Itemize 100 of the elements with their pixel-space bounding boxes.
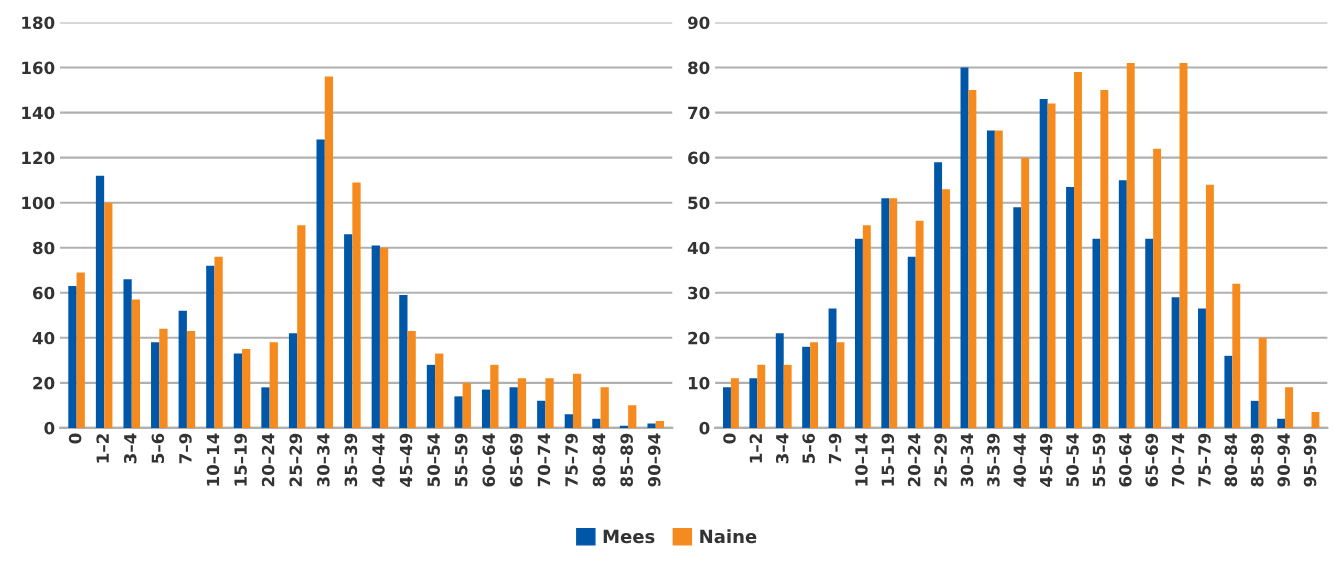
x-tick-label: 70–74 xyxy=(1171,433,1185,487)
y-tick-label: 20 xyxy=(33,376,55,390)
bar xyxy=(517,378,527,428)
bar xyxy=(481,389,491,428)
bar xyxy=(592,418,601,428)
bar xyxy=(986,130,995,428)
x-tick-label: 3–4 xyxy=(123,433,137,464)
bar xyxy=(490,364,499,428)
x-tick-label: 15–19 xyxy=(881,433,895,486)
legend-label: Mees xyxy=(603,529,655,544)
bar xyxy=(159,328,168,428)
x-tick-label: 3–4 xyxy=(775,433,789,464)
x-tick-label: 20–24 xyxy=(907,433,921,487)
bar xyxy=(214,256,223,428)
bar xyxy=(1047,103,1056,428)
bar xyxy=(1232,283,1241,428)
y-tick-label: 0 xyxy=(44,421,55,435)
y-tick-label: 0 xyxy=(699,421,710,435)
y-tick-label: 120 xyxy=(22,151,55,165)
bar xyxy=(836,342,845,428)
x-tick-label: 35–39 xyxy=(344,433,358,487)
bar xyxy=(352,182,361,428)
bar xyxy=(462,382,471,428)
x-tick-label: 5–6 xyxy=(802,433,815,463)
bar xyxy=(233,353,243,428)
bar xyxy=(545,378,554,428)
y-tick-label: 10 xyxy=(688,376,710,390)
x-tick-label: 40–44 xyxy=(372,433,385,487)
bar xyxy=(942,189,950,428)
x-tick-label: 55–59 xyxy=(454,433,468,487)
bar xyxy=(994,130,1003,428)
bar xyxy=(934,162,943,428)
y-tick-label: 50 xyxy=(688,196,710,210)
bar xyxy=(889,198,898,428)
bar xyxy=(269,342,278,428)
bar xyxy=(371,245,380,428)
bar xyxy=(435,353,444,428)
y-tick-label: 40 xyxy=(687,241,710,255)
bar xyxy=(1311,412,1320,428)
x-tick-label: 0 xyxy=(723,433,736,444)
x-tick-label: 25–29 xyxy=(289,433,303,487)
x-tick-label: 80–84 xyxy=(592,433,606,487)
bar xyxy=(1258,337,1267,428)
x-tick-label: 60–64 xyxy=(1119,433,1132,487)
bar xyxy=(1277,418,1286,428)
bar xyxy=(344,234,353,428)
x-tick-label: 30–34 xyxy=(960,433,974,487)
bar xyxy=(151,342,160,428)
bar xyxy=(95,175,105,428)
y-tick-label: 60 xyxy=(688,151,710,165)
x-tick-label: 35–39 xyxy=(987,433,1000,487)
y-tick-label: 70 xyxy=(688,106,710,120)
x-tick-label: 7–9 xyxy=(828,433,842,464)
legend-label: Naine xyxy=(700,529,757,544)
y-tick-label: 90 xyxy=(687,16,710,30)
bar xyxy=(454,396,463,428)
bar xyxy=(1118,180,1127,428)
y-tick-label: 80 xyxy=(32,241,55,255)
bar xyxy=(1224,355,1233,428)
x-tick-label: 50–54 xyxy=(1066,433,1079,487)
x-tick-label: 55–59 xyxy=(1092,433,1106,487)
bar xyxy=(324,76,334,428)
x-tick-label: 1–2 xyxy=(96,434,109,463)
x-tick-label: 5–6 xyxy=(151,433,165,463)
bar xyxy=(1013,207,1022,428)
bar xyxy=(757,364,766,428)
x-tick-label: 40–44 xyxy=(1013,433,1027,487)
bar xyxy=(1205,184,1214,428)
y-tick-label: 20 xyxy=(688,331,710,345)
bar xyxy=(968,90,977,428)
bar xyxy=(178,310,187,428)
bar xyxy=(426,364,436,428)
x-tick-label: 15–19 xyxy=(234,433,247,486)
x-tick-label: 10–14 xyxy=(206,433,220,486)
bar xyxy=(907,256,916,428)
y-tick-label: 80 xyxy=(688,61,710,75)
bar xyxy=(1285,387,1294,428)
bar xyxy=(783,364,792,428)
bar xyxy=(1066,186,1074,428)
bar xyxy=(647,423,656,428)
bar xyxy=(509,387,518,428)
x-tick-label: 90–94 xyxy=(1277,433,1290,487)
y-tick-label: 30 xyxy=(688,286,710,300)
bar xyxy=(775,333,784,428)
y-tick-label: 40 xyxy=(32,331,55,345)
bar xyxy=(131,299,140,428)
bar xyxy=(572,373,582,428)
bar xyxy=(1092,238,1101,428)
x-tick-label: 45–49 xyxy=(1039,433,1053,487)
bar xyxy=(881,198,890,428)
bar xyxy=(186,331,196,428)
bar xyxy=(862,225,871,428)
bar xyxy=(1153,148,1162,428)
bar xyxy=(242,349,251,428)
bar xyxy=(600,387,609,428)
bar xyxy=(407,331,416,428)
bar xyxy=(1171,297,1180,428)
x-tick-label: 80–84 xyxy=(1224,433,1238,487)
x-tick-label: 10–14 xyxy=(855,433,868,486)
bar xyxy=(537,400,546,428)
